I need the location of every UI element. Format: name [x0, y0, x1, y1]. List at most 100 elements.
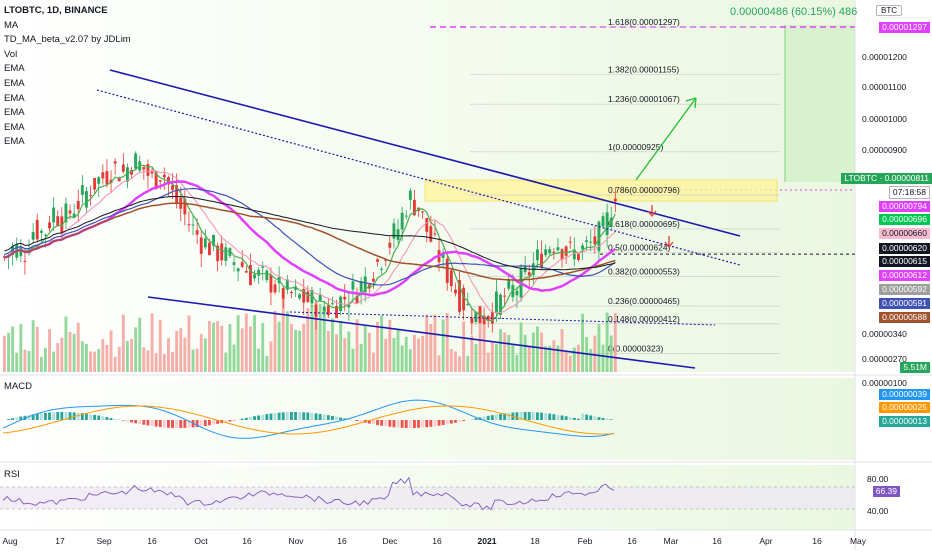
macd-histogram-bar: [60, 412, 63, 420]
macd-histogram-bar: [372, 420, 375, 424]
candle-body: [462, 288, 465, 310]
indicator-ma[interactable]: MA: [4, 19, 131, 34]
macd-histogram-bar: [11, 418, 14, 420]
candle-body: [159, 180, 162, 181]
macd-histogram-bar: [69, 412, 72, 420]
rsi-tag[interactable]: 66.39: [873, 486, 900, 497]
macd-histogram-bar: [270, 414, 273, 420]
volume-bar: [229, 324, 232, 372]
macd-tag[interactable]: 0.00000025: [879, 402, 930, 413]
price-tag[interactable]: 0.00001297: [879, 22, 930, 33]
macd-tag[interactable]: 0.00000039: [879, 389, 930, 400]
price-tag[interactable]: 0.00000615: [879, 256, 930, 267]
indicator-ema-2[interactable]: EMA: [4, 77, 131, 92]
indicator-vol[interactable]: Vol: [4, 48, 131, 63]
macd-histogram-bar: [282, 412, 285, 420]
candle-body: [393, 223, 396, 238]
volume-bar: [257, 349, 260, 372]
macd-histogram-bar: [589, 415, 592, 420]
volume-bar: [491, 343, 494, 372]
price-tag[interactable]: 0.00000592: [879, 284, 930, 295]
volume-bar: [52, 352, 55, 372]
macd-histogram-bar: [253, 416, 256, 420]
candle-body: [315, 305, 318, 317]
time-axis-label: May: [850, 536, 867, 546]
volume-bar: [122, 314, 125, 372]
macd-histogram-bar: [376, 420, 379, 425]
indicator-ema-6[interactable]: EMA: [4, 135, 131, 150]
candle-body: [388, 243, 391, 248]
price-tag[interactable]: 0.00000660: [879, 228, 930, 239]
indicator-ema-5[interactable]: EMA: [4, 121, 131, 136]
volume-bar: [401, 346, 404, 372]
volume-bar: [327, 331, 330, 372]
volume-bar: [528, 346, 531, 372]
fib-label: 1.236(0.00001067): [608, 94, 680, 104]
macd-histogram-bar: [602, 418, 605, 420]
volume-bar: [56, 343, 59, 372]
macd-histogram-bar: [491, 415, 494, 420]
price-tag[interactable]: 0.00000612: [879, 270, 930, 281]
candle-body: [450, 270, 453, 286]
indicator-ema-3[interactable]: EMA: [4, 92, 131, 107]
macd-tag[interactable]: 0.00000013: [879, 416, 930, 427]
fib-label: 1.382(0.00001155): [608, 65, 679, 75]
candle-body: [48, 222, 51, 228]
candle-body: [454, 290, 457, 294]
volume-bar: [364, 325, 367, 372]
macd-histogram-bar: [52, 412, 55, 420]
volume-bar: [196, 349, 199, 372]
currency-badge[interactable]: BTC: [876, 5, 902, 16]
price-tag[interactable]: 0.00000794: [879, 201, 930, 212]
macd-histogram-bar: [536, 412, 539, 420]
macd-histogram-bar: [204, 420, 207, 426]
candle-body: [528, 272, 531, 275]
indicator-td-ma[interactable]: TD_MA_beta_v2.07 by JDLim: [4, 33, 131, 48]
rsi-title[interactable]: RSI: [4, 469, 20, 480]
macd-histogram-bar: [421, 420, 424, 428]
price-tag[interactable]: 5.51M: [900, 362, 930, 373]
price-tag[interactable]: 0.00000591: [879, 298, 930, 309]
macd-histogram-bar: [557, 415, 560, 420]
candle-body: [446, 259, 449, 283]
macd-histogram-bar: [44, 413, 47, 420]
volume-bar: [93, 352, 96, 372]
macd-histogram-bar: [89, 414, 92, 420]
candle-body: [257, 270, 260, 276]
macd-histogram-bar: [265, 414, 268, 420]
symbol-title[interactable]: LTOBTC, 1D, BINANCE: [4, 4, 131, 19]
candle-body: [372, 279, 375, 282]
price-tag[interactable]: 0.00000588: [879, 312, 930, 323]
price-tag[interactable]: 0.00000696: [879, 214, 930, 225]
last-price-tag[interactable]: LTOBTC · 0.00000811: [841, 173, 932, 184]
volume-bar: [352, 349, 355, 372]
macd-title[interactable]: MACD: [4, 381, 32, 392]
price-tag[interactable]: 0.00000620: [879, 243, 930, 254]
indicator-ema-1[interactable]: EMA: [4, 62, 131, 77]
indicator-ema-4[interactable]: EMA: [4, 106, 131, 121]
macd-histogram-bar: [606, 419, 609, 420]
macd-histogram-bar: [229, 420, 232, 421]
price-axis-label: 0.00001200: [862, 52, 907, 62]
macd-histogram-bar: [393, 420, 396, 427]
price-tag[interactable]: 07:18:58: [889, 186, 930, 199]
time-axis-label: Dec: [382, 536, 398, 546]
volume-bar: [323, 306, 326, 372]
macd-histogram-bar: [171, 420, 174, 428]
volume-bar: [167, 338, 170, 372]
time-axis-label: Feb: [578, 536, 593, 546]
volume-bar: [602, 345, 605, 372]
volume-bar: [343, 338, 346, 372]
volume-bar: [339, 321, 342, 372]
volume-bar: [593, 336, 596, 372]
fib-label: 0.382(0.00000553): [608, 267, 680, 277]
macd-histogram-bar: [552, 414, 555, 420]
macd-histogram-bar: [122, 420, 125, 421]
volume-bar: [487, 353, 490, 372]
fib-label: 0.5(0.00000624): [608, 243, 671, 253]
volume-bar: [450, 349, 453, 372]
candle-body: [552, 252, 555, 253]
candle-body: [270, 275, 273, 292]
